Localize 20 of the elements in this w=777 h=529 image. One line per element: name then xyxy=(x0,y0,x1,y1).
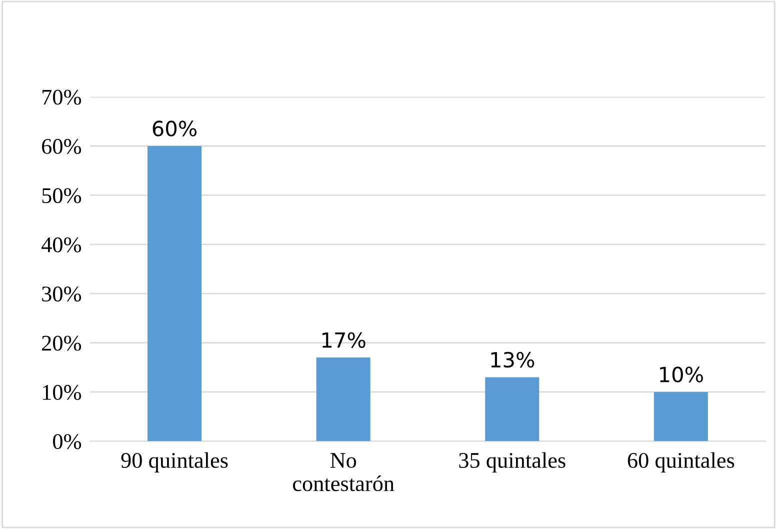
y-tick-label: 70% xyxy=(42,90,82,105)
data-label: 17% xyxy=(322,332,366,348)
y-tick-label: 60% xyxy=(42,138,82,154)
x-tick-label: 90 quintales xyxy=(121,452,228,472)
data-label: 10% xyxy=(660,366,703,382)
data-label: 13% xyxy=(491,352,534,368)
bar xyxy=(654,392,708,442)
y-tick-label: 30% xyxy=(42,286,82,302)
x-tick-label: 60 quintales xyxy=(628,452,734,472)
y-tick-label: 40% xyxy=(42,237,82,252)
bar xyxy=(148,146,202,442)
y-tick-label: 0% xyxy=(53,434,82,450)
bar xyxy=(316,358,370,442)
bar xyxy=(485,377,540,442)
x-tick-label: 35 quintales xyxy=(459,452,566,472)
y-tick-label: 50% xyxy=(42,188,82,204)
y-tick-label: 10% xyxy=(43,384,82,400)
x-tick-label: No contestarón xyxy=(292,453,394,492)
y-tick-label: 20% xyxy=(42,336,82,351)
data-label: 60% xyxy=(152,120,197,136)
